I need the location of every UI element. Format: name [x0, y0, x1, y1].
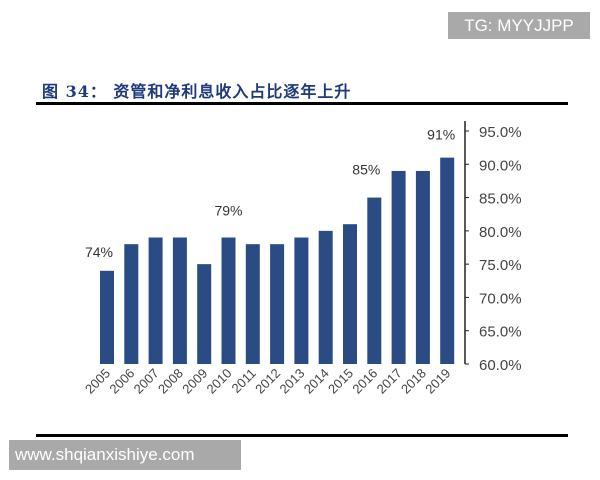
x-tick-label: 2011 [229, 366, 259, 396]
x-tick-label: 2012 [252, 366, 283, 397]
bar-2016 [367, 197, 382, 364]
x-tick-label: 2005 [82, 366, 113, 397]
data-label: 79% [214, 203, 242, 219]
y-tick-label: 85.0% [479, 191, 522, 208]
x-tick-label: 2019 [422, 366, 453, 397]
bar-2018 [415, 170, 430, 364]
x-tick-label: 2015 [325, 366, 356, 397]
x-tick-label: 2014 [301, 366, 332, 397]
bar-2006 [124, 244, 139, 364]
data-label: 91% [427, 127, 455, 143]
watermark-bottom: www.shqianxishiye.com [9, 440, 241, 470]
x-tick-label: 2008 [155, 366, 186, 397]
y-tick-label: 90.0% [479, 157, 522, 174]
x-tick-label: 2010 [204, 366, 235, 397]
bar-2014 [318, 230, 333, 364]
bar-2005 [100, 270, 114, 364]
bar-2015 [343, 224, 357, 364]
y-tick-label: 80.0% [479, 224, 522, 241]
bar-2008 [172, 237, 187, 364]
chart-title: 图 34： 资管和净利息收入占比逐年上升 [42, 82, 352, 101]
data-label: 85% [352, 162, 380, 178]
y-tick-label: 65.0% [479, 324, 522, 341]
bar-2019 [440, 157, 455, 364]
bar-2007 [148, 237, 163, 364]
bar-2013 [294, 237, 309, 364]
x-tick-label: 2009 [179, 366, 210, 397]
x-tick-label: 2018 [398, 366, 429, 397]
bottom-divider [36, 434, 568, 437]
title-divider [36, 102, 568, 105]
data-label: 74% [85, 244, 113, 260]
bar-2010 [221, 237, 236, 364]
watermark-top: TG: MYYJJPP [448, 12, 590, 39]
x-tick-label: 2006 [106, 366, 137, 397]
y-tick-label: 60.0% [479, 357, 522, 374]
bar-2009 [197, 264, 212, 364]
bar-2012 [270, 244, 285, 364]
y-tick-label: 75.0% [479, 257, 522, 274]
y-tick-label: 70.0% [479, 290, 522, 307]
bar-2011 [245, 244, 260, 364]
x-tick-label: 2017 [374, 366, 405, 397]
x-tick-label: 2016 [349, 366, 380, 397]
x-tick-label: 2007 [131, 366, 162, 397]
x-tick-label: 2013 [276, 366, 307, 397]
bar-2017 [391, 170, 406, 364]
y-tick-label: 95.0% [479, 124, 522, 141]
